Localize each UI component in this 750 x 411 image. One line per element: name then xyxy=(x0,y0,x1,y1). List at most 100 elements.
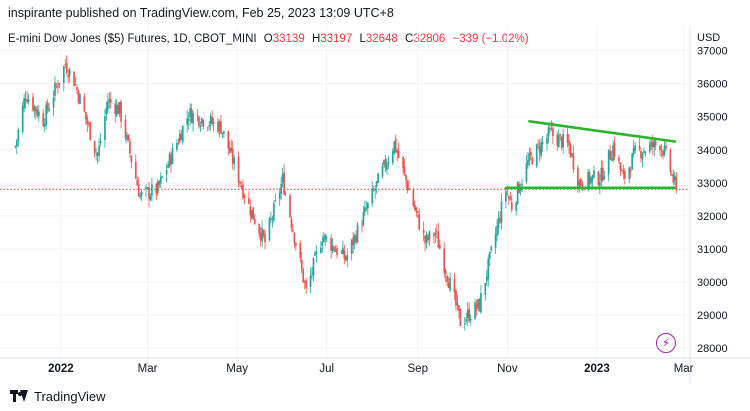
candle-body xyxy=(293,233,296,244)
candle-body xyxy=(622,170,625,174)
candle-body xyxy=(408,188,410,191)
candle-body xyxy=(560,136,563,148)
candle-body xyxy=(618,157,620,162)
candle-body xyxy=(202,120,205,127)
candle-body xyxy=(129,141,131,154)
candle-body xyxy=(469,318,472,321)
footer-brand[interactable]: TradingView xyxy=(10,386,106,406)
close-value: 32806 xyxy=(413,33,446,45)
candle-body xyxy=(662,150,664,156)
candle-body xyxy=(239,181,241,184)
candle-body xyxy=(249,206,252,216)
price-tick-label: 28000 xyxy=(697,343,728,355)
candle-body xyxy=(189,108,191,118)
candle-body xyxy=(62,66,65,84)
candle-body xyxy=(449,278,451,291)
candle-body xyxy=(64,64,67,65)
candle-body xyxy=(660,148,663,151)
candle-body xyxy=(519,187,522,192)
candle-body xyxy=(386,164,388,171)
candle-body xyxy=(377,173,379,183)
candle-body xyxy=(531,157,534,165)
candle-body xyxy=(86,117,89,124)
candle-body xyxy=(278,192,281,199)
candle-body xyxy=(412,189,415,206)
candle-body xyxy=(499,218,501,222)
high-value: 33197 xyxy=(320,33,353,45)
candle-body xyxy=(24,99,27,101)
candle-body xyxy=(364,207,366,213)
time-tick-label: Mar xyxy=(138,363,158,375)
candle-body xyxy=(437,231,440,248)
time-axis[interactable]: 2022 Mar May Jul Sep Nov 2023 Mar xyxy=(0,357,750,375)
candle-body xyxy=(151,184,153,196)
candle-body xyxy=(344,256,347,261)
candle-body xyxy=(177,142,180,144)
candle-body xyxy=(83,96,86,112)
candle-body xyxy=(17,129,20,141)
candle-body xyxy=(672,174,675,183)
candle-body xyxy=(290,218,293,228)
candle-body xyxy=(352,237,354,246)
lightning-icon[interactable]: ⚡ xyxy=(656,333,676,353)
candle-body xyxy=(371,188,374,204)
candle-body xyxy=(109,99,112,103)
candle-body xyxy=(643,151,645,154)
candle-body xyxy=(552,128,554,137)
candle-body xyxy=(475,304,478,310)
candle-body xyxy=(393,141,396,154)
candle-body xyxy=(579,179,582,186)
candle-body xyxy=(663,146,666,155)
candle-body xyxy=(221,132,224,135)
candle-body xyxy=(613,142,616,157)
open-label: O xyxy=(263,33,273,45)
candle-body xyxy=(673,176,676,181)
candle-body xyxy=(447,282,450,289)
candle-body xyxy=(496,225,498,236)
candle-body xyxy=(562,134,565,148)
price-tick-label: 35000 xyxy=(697,112,728,124)
candle-body xyxy=(415,207,418,212)
candle-body xyxy=(230,147,233,152)
candle-body xyxy=(568,140,570,146)
candle-body xyxy=(403,166,406,174)
candle-body xyxy=(342,247,344,255)
candle-body xyxy=(609,151,612,160)
candle-body xyxy=(280,183,283,194)
candle-body xyxy=(391,151,394,163)
candle-body xyxy=(366,202,369,209)
candle-body xyxy=(593,170,595,177)
candle-body xyxy=(424,235,426,244)
candle-body xyxy=(284,194,287,195)
candle-body xyxy=(650,141,653,147)
candle-body xyxy=(170,154,172,165)
candle-body xyxy=(171,147,174,164)
candle-body xyxy=(146,187,149,189)
price-chart[interactable]: 28000 29000 30000 31000 32000 33000 34000 35000… xyxy=(0,26,750,384)
candle-body xyxy=(651,141,654,147)
trendline[interactable] xyxy=(528,120,677,143)
candle-body xyxy=(336,248,338,255)
candle-body xyxy=(74,84,77,86)
candle-body xyxy=(578,181,581,188)
candle-body xyxy=(27,99,30,103)
candle-body xyxy=(612,145,614,161)
candle-body xyxy=(468,308,471,322)
candle-body xyxy=(314,253,316,256)
price-tick-label: 33000 xyxy=(697,178,728,190)
candle-body xyxy=(37,111,40,117)
candle-body xyxy=(540,142,542,157)
candle-body xyxy=(494,234,497,248)
candle-body xyxy=(283,172,285,195)
drawings-layer[interactable] xyxy=(504,120,677,190)
candle-body xyxy=(333,246,335,251)
time-tick-label: Mar xyxy=(674,363,694,375)
candle-body xyxy=(271,218,274,220)
candle-body xyxy=(168,153,171,166)
candle-body xyxy=(396,150,399,154)
candle-body xyxy=(206,127,209,129)
price-axis[interactable]: 28000 29000 30000 31000 32000 33000 34000 35000… xyxy=(689,26,728,384)
price-tick-label: 29000 xyxy=(697,310,728,322)
candle-body xyxy=(126,135,128,140)
candle-body xyxy=(634,145,636,151)
